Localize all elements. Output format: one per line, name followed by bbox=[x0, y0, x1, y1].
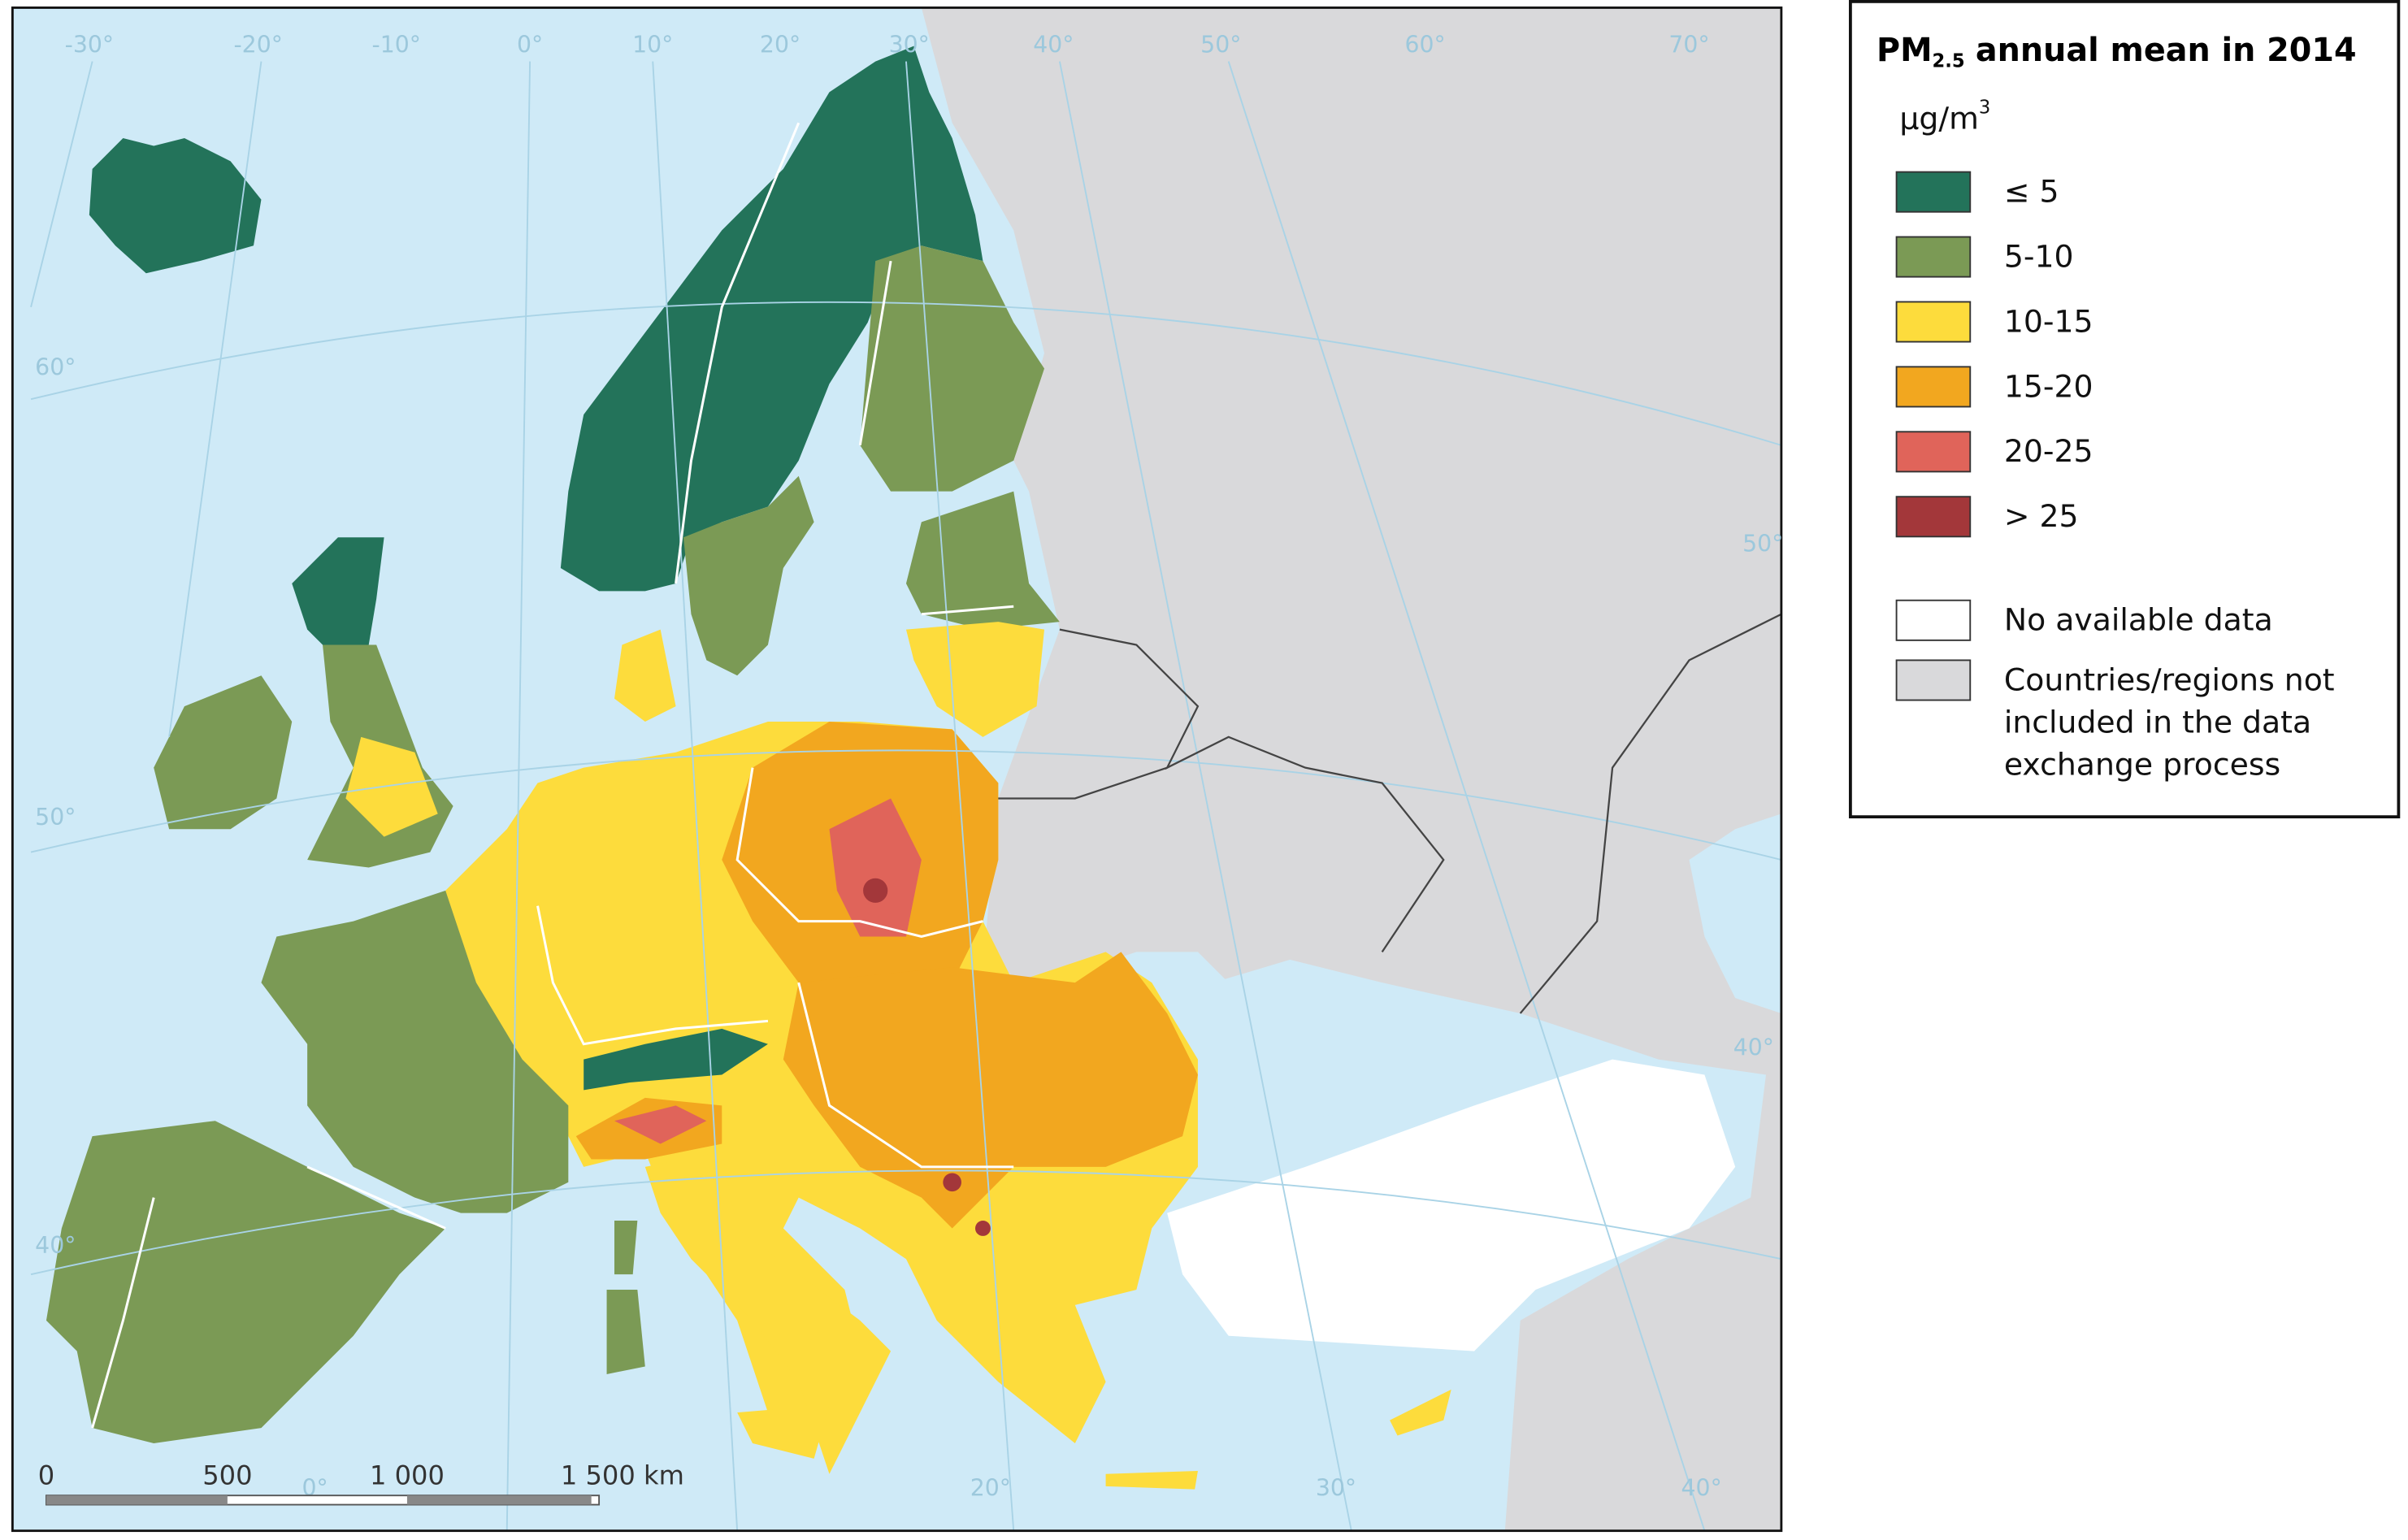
legend-label: 10-15 bbox=[2004, 303, 2093, 339]
scandinavia bbox=[560, 46, 983, 592]
graticule-label: 30° bbox=[1316, 1475, 1356, 1502]
scale-bar: 0 500 1 000 1 500 km bbox=[38, 1460, 684, 1506]
legend-title-sub: 2.5 bbox=[1933, 50, 1965, 72]
graticule-label: -20° bbox=[233, 32, 282, 59]
legend-label: ≤ 5 bbox=[2004, 174, 2059, 210]
legend-swatch bbox=[1895, 599, 1972, 641]
england-south bbox=[345, 736, 438, 837]
graticule-label: -10° bbox=[371, 32, 420, 59]
sicily bbox=[737, 1404, 830, 1459]
scale-bar-label: 1 000 bbox=[370, 1460, 445, 1491]
legend-label: exchange process bbox=[2004, 746, 2280, 782]
legend-swatch bbox=[1895, 366, 1972, 408]
legend-label: 20-25 bbox=[2004, 433, 2093, 469]
hotspot bbox=[974, 1221, 991, 1236]
iberia bbox=[46, 1121, 446, 1443]
legend-swatch bbox=[1895, 496, 1972, 538]
scale-bar-label: 0 bbox=[38, 1460, 54, 1491]
non-included-land bbox=[921, 7, 1781, 1531]
no-data-region bbox=[1167, 1059, 1736, 1351]
graticule-label: 40° bbox=[1033, 32, 1074, 59]
silesia bbox=[829, 798, 922, 937]
legend-items: ≤ 5 5-10 10-15 15-20 20-25 > 25 No available d… bbox=[1895, 171, 2335, 782]
graticule-label: 40° bbox=[1681, 1475, 1722, 1502]
denmark bbox=[614, 629, 676, 722]
legend-unit-main: µg/m bbox=[1899, 100, 1979, 136]
po-valley-core bbox=[614, 1105, 707, 1144]
caspian-sea bbox=[1689, 813, 1781, 1013]
graticule bbox=[30, 61, 1781, 1531]
legend-title-rest: annual mean in 2014 bbox=[1976, 32, 2357, 69]
map bbox=[12, 7, 1781, 1531]
scale-bar-label: 1 500 km bbox=[561, 1460, 684, 1491]
graticule-label: -30° bbox=[65, 32, 114, 59]
legend-label: 15-20 bbox=[2004, 368, 2093, 404]
graticule-label: 40° bbox=[1733, 1034, 1774, 1061]
graticule-label: 20° bbox=[970, 1475, 1011, 1502]
scotland bbox=[292, 537, 384, 645]
scale-bar-segment bbox=[406, 1495, 592, 1505]
scale-bar-segment bbox=[46, 1495, 228, 1505]
borders bbox=[91, 122, 1781, 1429]
scale-bar-label: 500 bbox=[202, 1460, 252, 1491]
graticule-label: 10° bbox=[632, 32, 673, 59]
graticule-label: 0° bbox=[517, 32, 543, 59]
graticule-label: 50° bbox=[35, 804, 76, 831]
graticule-label: 70° bbox=[1668, 32, 1709, 59]
south-sweden bbox=[683, 475, 814, 676]
legend-label: No available data bbox=[2004, 602, 2273, 638]
black-sea bbox=[1213, 959, 1598, 1121]
graticule-label: 50° bbox=[1200, 32, 1241, 59]
legend-unit: µg/m3 bbox=[1899, 97, 1990, 136]
ireland bbox=[154, 675, 293, 830]
pannonia-balkans bbox=[783, 952, 1198, 1229]
legend-label: > 25 bbox=[2004, 498, 2079, 534]
hotspot bbox=[943, 1173, 961, 1192]
italy bbox=[644, 1151, 892, 1474]
legend-title: PM2.5 annual mean in 2014 bbox=[1877, 32, 2357, 72]
legend-title-main: PM bbox=[1877, 32, 1933, 69]
legend-swatch bbox=[1895, 171, 1972, 213]
corsica bbox=[614, 1221, 638, 1275]
legend-label: Countries/regions not bbox=[2004, 662, 2335, 697]
legend-swatch bbox=[1895, 301, 1972, 343]
graticule-labels: -30° -20° -10° 0° 10° 20° 30° 40° 50° 60° 70° 60° 50… bbox=[35, 32, 1783, 1502]
legend-swatch bbox=[1895, 236, 1972, 278]
graticule-label: 50° bbox=[1742, 531, 1783, 557]
legend-label: included in the data bbox=[2004, 704, 2311, 740]
sardinia bbox=[606, 1290, 645, 1374]
graticule-label: 30° bbox=[889, 32, 930, 59]
legend-unit-sup: 3 bbox=[1979, 97, 1990, 118]
graticule-label: 60° bbox=[35, 354, 76, 380]
cyprus bbox=[1390, 1389, 1451, 1436]
iceland bbox=[89, 138, 262, 274]
graticule-label: 20° bbox=[760, 32, 800, 59]
crete bbox=[1105, 1470, 1198, 1490]
legend-swatch bbox=[1895, 431, 1972, 473]
legend-swatch bbox=[1895, 659, 1972, 701]
map-frame bbox=[11, 7, 1783, 1533]
graticule-label: 60° bbox=[1404, 32, 1445, 59]
france bbox=[261, 890, 569, 1213]
hotspot bbox=[863, 878, 888, 903]
legend-label: 5-10 bbox=[2004, 238, 2074, 274]
lithuania bbox=[905, 622, 1045, 737]
graticule-label: 40° bbox=[35, 1232, 76, 1259]
